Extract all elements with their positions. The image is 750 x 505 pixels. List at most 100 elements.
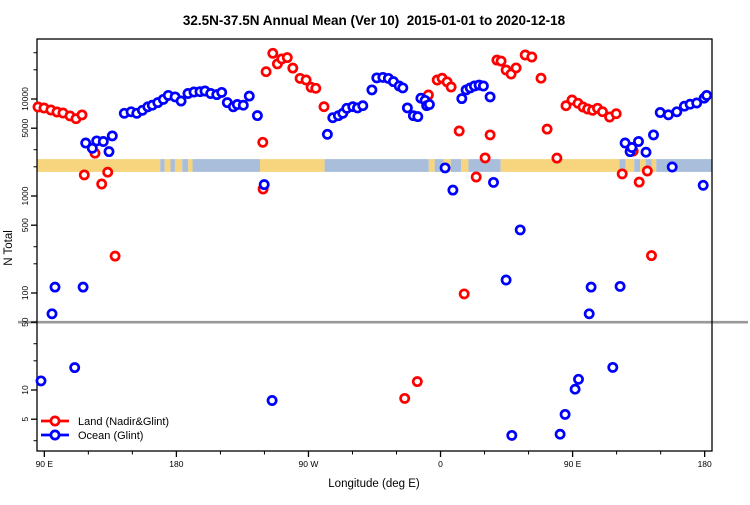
x-tick-label: 0 — [438, 459, 443, 469]
data-point-ocean — [439, 162, 451, 174]
data-point-ocean — [671, 106, 683, 118]
surface-strip-ocean — [182, 159, 189, 172]
surface-strip-ocean — [634, 159, 641, 172]
y-tick-label: 5 — [20, 417, 30, 422]
data-point-ocean — [366, 84, 378, 96]
data-point-ocean — [237, 99, 249, 111]
legend-label-land: Land (Nadir&Glint) — [78, 416, 169, 428]
surface-strip-land — [500, 159, 620, 172]
data-point-land — [78, 169, 90, 181]
data-point-ocean — [488, 176, 499, 188]
data-point-land — [76, 109, 88, 121]
data-point-land — [597, 106, 608, 118]
surface-strip-land — [428, 159, 435, 172]
data-point-ocean — [35, 375, 47, 387]
data-point-ocean — [423, 99, 435, 110]
data-point-land — [484, 129, 496, 141]
data-point-ocean — [69, 362, 81, 374]
data-point-ocean — [251, 110, 263, 122]
surface-strip-ocean — [160, 159, 165, 172]
surface-strip-land — [640, 159, 646, 172]
x-tick-label: 90 E — [564, 459, 582, 469]
legend: Land (Nadir&Glint) Ocean (Glint) — [41, 415, 169, 442]
data-point-ocean — [648, 129, 659, 141]
data-point-land — [551, 152, 563, 164]
data-point-land — [318, 101, 330, 113]
data-point-land — [300, 74, 312, 86]
data-point-ocean — [412, 111, 424, 123]
surface-strip-land — [625, 159, 635, 172]
x-tick-label: 90 W — [299, 459, 319, 469]
data-point-land — [96, 178, 108, 190]
y-tick-label: 100 — [20, 286, 30, 300]
data-point-land — [281, 52, 293, 64]
data-point-land — [109, 250, 121, 262]
data-point-ocean — [456, 93, 468, 105]
data-point-land — [399, 392, 411, 404]
chart-title: 32.5N-37.5N Annual Mean (Ver 10) 2015-01… — [183, 13, 566, 28]
surface-strip-land — [260, 159, 325, 172]
data-point-land — [610, 108, 622, 120]
x-axis-title: Longitude (deg E) — [328, 478, 420, 490]
data-point-land — [633, 176, 645, 188]
surface-strip-ocean — [468, 159, 501, 172]
data-point-land — [479, 152, 491, 164]
data-point-land — [510, 62, 522, 74]
surface-strip-ocean — [170, 159, 175, 172]
x-tick-label: 180 — [698, 459, 712, 469]
data-point-ocean — [80, 137, 92, 149]
data-point-ocean — [573, 373, 584, 385]
data-point-ocean — [86, 142, 98, 154]
data-point-land — [260, 66, 272, 78]
data-point-ocean — [175, 95, 187, 107]
surface-strip-land — [188, 159, 193, 172]
data-point-ocean — [106, 130, 118, 142]
data-point-ocean — [321, 128, 333, 140]
data-point-ocean — [633, 136, 644, 147]
y-axis-title: N Total — [3, 230, 15, 266]
data-point-ocean — [357, 100, 369, 112]
data-point-ocean — [103, 146, 115, 158]
surface-strip-land — [164, 159, 171, 172]
data-point-ocean — [607, 361, 619, 373]
data-point-land — [470, 171, 482, 183]
surface-strip-ocean — [324, 159, 429, 172]
data-point-ocean — [691, 97, 703, 109]
data-point-ocean — [640, 146, 652, 158]
surface-strip-land — [174, 159, 183, 172]
data-point-ocean — [569, 383, 581, 395]
surface-strip-ocean — [434, 159, 444, 172]
data-point-land — [646, 250, 657, 262]
data-point-ocean — [266, 395, 278, 406]
surface-strip-land — [37, 159, 161, 172]
data-point-ocean — [484, 91, 496, 103]
data-point-ocean — [49, 281, 61, 293]
data-point-land — [526, 51, 538, 63]
data-point-land — [535, 72, 547, 84]
data-point-ocean — [447, 184, 459, 196]
data-point-land — [445, 81, 457, 93]
data-point-ocean — [97, 136, 109, 147]
surface-strip-ocean — [192, 159, 261, 172]
surface-strip-ocean — [450, 159, 462, 172]
data-point-ocean — [583, 308, 595, 320]
y-tick-label: 10000 — [20, 87, 30, 111]
data-point-land — [257, 136, 269, 148]
x-tick-label: 90 E — [36, 459, 54, 469]
data-point-ocean — [626, 142, 638, 153]
surface-strip-land — [651, 159, 657, 172]
data-point-land — [310, 82, 322, 94]
x-tick-label: 180 — [169, 459, 183, 469]
data-point-land — [458, 288, 470, 300]
data-point-ocean — [216, 86, 228, 98]
plot-border — [36, 38, 713, 452]
plot-area: 90 E 180 90 W 0 90 E 180 5 10 50 100 500 1000 5000 10… — [18, 38, 748, 469]
y-tick-label: 500 — [20, 218, 30, 232]
y-tick-label: 50 — [20, 317, 30, 327]
data-point-ocean — [701, 89, 713, 101]
data-point-ocean — [585, 281, 597, 293]
data-point-ocean — [477, 80, 489, 92]
data-point-land — [541, 123, 553, 135]
